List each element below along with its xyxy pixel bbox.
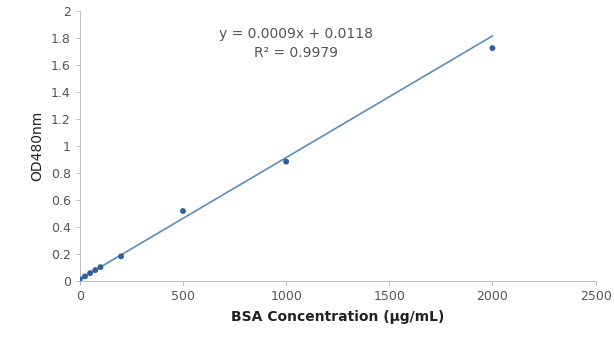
X-axis label: BSA Concentration (μg/mL): BSA Concentration (μg/mL) [231,310,445,324]
Point [488,45,497,51]
Point [80,273,90,279]
Point [116,253,126,259]
Y-axis label: OD480nm: OD480nm [30,111,44,181]
Point [85,270,95,276]
Point [281,159,291,164]
Point [90,267,100,273]
Point [75,276,85,282]
Text: y = 0.0009x + 0.0118: y = 0.0009x + 0.0118 [219,27,373,41]
Point [178,208,188,214]
Point [96,264,106,270]
Text: R² = 0.9979: R² = 0.9979 [254,46,338,60]
